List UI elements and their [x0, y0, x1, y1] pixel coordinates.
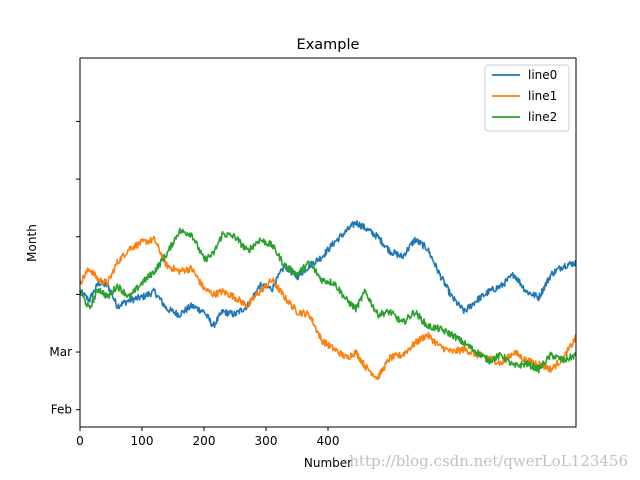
legend: line0 line1 line2 [484, 64, 570, 132]
x-tick-label: 100 [131, 434, 154, 448]
x-tick-label: 200 [193, 434, 216, 448]
y-tick-label: Feb [51, 403, 72, 417]
legend-box [484, 64, 570, 132]
legend-label-line1: line1 [528, 89, 557, 103]
series-line-line2 [79, 227, 577, 374]
legend-label-line2: line2 [528, 110, 557, 124]
chart-title: Example [297, 37, 360, 53]
y-tick-label: Mar [49, 345, 72, 359]
x-tick-label: 0 [76, 434, 84, 448]
x-axis-label: Number [304, 456, 352, 470]
watermark-text: http://blog.csdn.net/qwerLoL123456 [349, 452, 628, 470]
series-line-line0 [79, 219, 577, 329]
y-axis-ticks: Feb Mar [49, 120, 80, 417]
x-tick-label: 400 [317, 434, 340, 448]
x-axis-ticks: 0 100 200 300 400 [76, 427, 339, 448]
series-layer [79, 219, 577, 381]
x-tick-label: 300 [255, 434, 278, 448]
legend-label-line0: line0 [528, 68, 557, 82]
y-axis-label: Month [25, 224, 39, 262]
